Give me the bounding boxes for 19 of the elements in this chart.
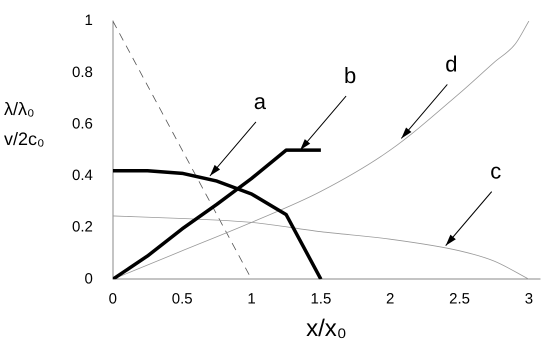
x-tick-label: 3: [524, 290, 534, 308]
x-tick-label: 2: [386, 290, 394, 308]
x-tick-label: 0: [108, 290, 118, 308]
y-tick-label: 0.4: [72, 167, 93, 184]
x-tick-label: 1: [247, 290, 256, 308]
annotation: d: [445, 52, 458, 77]
y-tick-label: 0.8: [72, 64, 93, 81]
x-tick-label: 0.5: [172, 290, 193, 308]
y-tick-label: 0.2: [72, 218, 93, 236]
y-tick-label: 1: [84, 12, 93, 30]
x-tick-label: 1.5: [310, 290, 332, 308]
annotation: a: [254, 88, 267, 114]
y-tick-label: 0: [84, 270, 93, 288]
annotation: c: [490, 158, 502, 184]
y-axis-title: λ/λ₀ v/2c₀: [4, 98, 44, 149]
y-tick-label: 0.6: [72, 115, 93, 132]
annotation: b: [344, 63, 356, 88]
x-axis-title: x/x₀: [306, 315, 347, 342]
x-tick-label: 2.5: [449, 290, 470, 308]
